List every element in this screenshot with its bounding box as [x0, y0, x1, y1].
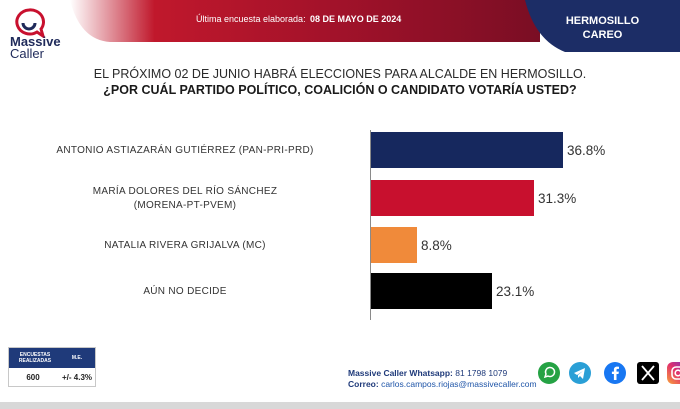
email-label: Correo:: [348, 379, 379, 389]
survey-date-label: Última encuesta elaborada:: [196, 14, 306, 24]
brand-name-line2: Caller: [10, 46, 44, 61]
category-label-2: MARÍA DOLORES DEL RÍO SÁNCHEZ (MORENA-PT-…: [10, 185, 360, 213]
stats-header-margin: M.E.: [71, 355, 83, 361]
chat-bubble-logo-icon: [15, 8, 46, 38]
category-label-line: AÚN NO DECIDE: [143, 286, 227, 297]
chart-axis-line: [370, 130, 371, 320]
contact-info: Massive Caller Whatsapp: 81 1798 1079 Co…: [348, 368, 537, 390]
category-label-1: ANTONIO ASTIAZARÁN GUTIÉRREZ (PAN-PRI-PR…: [10, 144, 360, 158]
category-label-4: AÚN NO DECIDE: [10, 285, 360, 299]
category-label-line: ANTONIO ASTIAZARÁN GUTIÉRREZ (PAN-PRI-PR…: [56, 145, 314, 156]
telegram-icon[interactable]: [568, 361, 592, 385]
bar-value-label-2: 31.3%: [538, 191, 577, 206]
email-link[interactable]: carlos.campos.riojas@massivecaller.com: [381, 379, 537, 389]
category-label-line: MARÍA DOLORES DEL RÍO SÁNCHEZ: [92, 186, 278, 197]
whatsapp-icon[interactable]: [537, 361, 561, 385]
stats-header-surveys-line1: ENCUESTAS: [19, 352, 51, 358]
bar-1: [371, 132, 563, 168]
facebook-icon[interactable]: [603, 361, 627, 385]
bar-value-label-1: 36.8%: [567, 143, 606, 158]
bar-3: [371, 227, 417, 263]
bar-2: [371, 180, 534, 216]
brand-logo: Massive Caller: [8, 8, 68, 64]
stats-surveys-value: 600: [26, 373, 40, 382]
footer-rule: [0, 402, 680, 409]
chart-question: ¿POR CUÁL PARTIDO POLÍTICO, COALICIÓN O …: [103, 83, 577, 97]
category-label-line: NATALIA RIVERA GRIJALVA (MC): [104, 240, 266, 251]
category-label-line: (MORENA-PT-PVEM): [133, 200, 237, 211]
x-icon[interactable]: [636, 361, 660, 385]
bar-4: [371, 273, 492, 309]
stats-header-surveys-line2: REALIZADAS: [18, 358, 52, 364]
instagram-icon[interactable]: [666, 361, 680, 385]
region-badge-shape: [525, 0, 680, 52]
category-label-3: NATALIA RIVERA GRIJALVA (MC): [10, 239, 360, 253]
stats-table-header: ENCUESTAS REALIZADAS M.E.: [9, 348, 95, 368]
whatsapp-number[interactable]: 81 1798 1079: [455, 368, 508, 378]
region-subtitle: CAREO: [582, 29, 623, 41]
region-badge: HERMOSILLO CAREO: [525, 0, 680, 52]
whatsapp-label: Massive Caller Whatsapp:: [348, 368, 453, 378]
brand-name-line1: Massive: [10, 34, 61, 49]
stats-header-surveys: ENCUESTAS REALIZADAS: [13, 352, 57, 364]
survey-date: 08 DE MAYO DE 2024: [310, 14, 402, 24]
stats-margin-value: +/- 4.3%: [61, 373, 92, 382]
bar-value-label-3: 8.8%: [421, 238, 452, 253]
header-band: [70, 0, 540, 42]
region-city: HERMOSILLO: [565, 15, 640, 27]
bar-value-label-4: 23.1%: [496, 284, 535, 299]
brand-name: Massive Caller: [10, 34, 61, 61]
chart-title: EL PRÓXIMO 02 DE JUNIO HABRÁ ELECCIONES …: [93, 67, 587, 81]
survey-stats-table: ENCUESTAS REALIZADAS M.E. 600 +/- 4.3%: [8, 347, 96, 387]
